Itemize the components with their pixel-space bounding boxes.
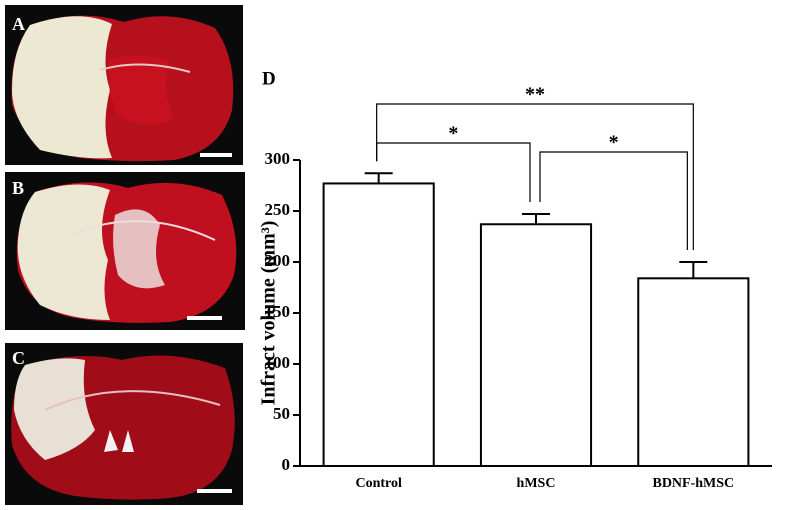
y-tick-label: 200	[265, 251, 291, 270]
significance-bracket	[376, 103, 694, 250]
y-tick-label: 50	[273, 404, 290, 423]
panel-label: D	[262, 68, 276, 89]
y-tick-label: 0	[282, 455, 291, 474]
x-tick-label: BDNF-hMSC	[652, 476, 734, 491]
brain-slice-b: B	[5, 172, 245, 330]
brain-slice-a: A	[5, 5, 243, 165]
significance-label: *	[609, 132, 619, 154]
y-tick-label: 250	[265, 200, 291, 219]
significance-bracket	[539, 151, 688, 250]
significance-label: **	[525, 84, 545, 106]
bar	[322, 182, 435, 468]
bar	[637, 277, 750, 467]
significance-label: *	[448, 123, 458, 145]
y-tick-label: 300	[265, 149, 291, 168]
brain-slice-c: C	[5, 343, 243, 505]
y-tick-label: 100	[265, 353, 291, 372]
panel-label: B	[12, 178, 24, 198]
panel-label: C	[12, 348, 25, 368]
y-tick-label: 150	[265, 302, 291, 321]
bar	[479, 223, 593, 467]
panel-label: A	[12, 14, 25, 34]
x-tick-label: Control	[355, 476, 402, 491]
y-axis-title: Infract volume (mm³)	[258, 221, 280, 406]
x-tick-label: hMSC	[517, 476, 556, 491]
significance-bracket	[376, 142, 531, 203]
